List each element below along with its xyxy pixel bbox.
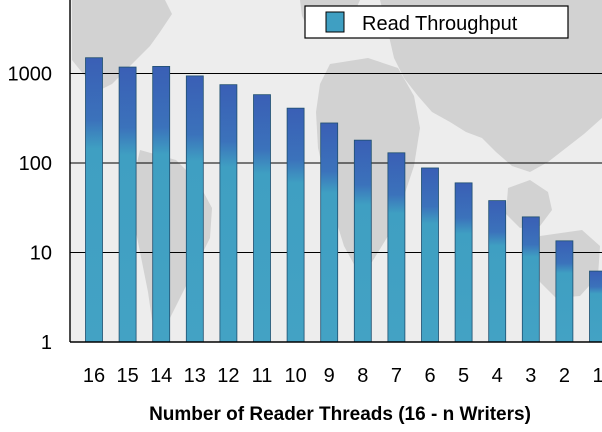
x-tick-label: 8 bbox=[357, 365, 368, 387]
x-tick-labels: 16 15 14 13 12 11 10 9 8 7 6 5 4 3 2 1 bbox=[83, 365, 602, 387]
x-tick-label: 1 bbox=[592, 365, 602, 387]
bar bbox=[219, 84, 238, 343]
bar bbox=[421, 167, 439, 343]
bar bbox=[353, 139, 372, 343]
x-tick-label: 3 bbox=[525, 365, 536, 387]
bar bbox=[118, 66, 137, 343]
y-tick-label: 1 bbox=[41, 332, 52, 354]
legend: Read Throughput bbox=[304, 5, 569, 39]
x-axis-title: Number of Reader Threads (16 - n Writers… bbox=[149, 404, 531, 425]
bar bbox=[454, 182, 473, 343]
legend-label: Read Throughput bbox=[362, 13, 518, 35]
x-tick-label: 4 bbox=[492, 365, 503, 387]
y-tick-label: 100 bbox=[19, 153, 52, 175]
x-tick-label: 15 bbox=[116, 365, 138, 387]
bar-series bbox=[85, 57, 602, 343]
x-tick-label: 6 bbox=[424, 365, 435, 387]
bar bbox=[185, 75, 204, 343]
x-tick-label: 12 bbox=[217, 365, 239, 387]
x-tick-label: 11 bbox=[252, 365, 273, 387]
bar bbox=[286, 107, 305, 343]
x-tick-label: 13 bbox=[184, 365, 206, 387]
bar bbox=[521, 216, 540, 343]
x-tick-label: 16 bbox=[83, 365, 105, 387]
x-tick-label: 14 bbox=[150, 365, 172, 387]
bar bbox=[387, 152, 406, 343]
x-tick-label: 10 bbox=[284, 365, 306, 387]
bar bbox=[589, 270, 602, 343]
bar bbox=[488, 200, 507, 343]
bar bbox=[555, 240, 574, 343]
y-tick-label: 10 bbox=[30, 243, 52, 265]
legend-swatch bbox=[325, 11, 345, 33]
bar bbox=[152, 66, 171, 343]
y-tick-labels: 1 10 100 1000 bbox=[8, 64, 53, 355]
bar bbox=[320, 122, 339, 343]
bar bbox=[253, 94, 271, 343]
x-tick-label: 5 bbox=[458, 365, 469, 387]
legend-box bbox=[304, 5, 569, 39]
y-tick-label: 1000 bbox=[8, 64, 53, 86]
x-tick-label: 9 bbox=[324, 365, 335, 387]
x-tick-label: 7 bbox=[391, 365, 402, 387]
x-tick-label: 2 bbox=[559, 365, 570, 387]
bar bbox=[85, 57, 103, 343]
